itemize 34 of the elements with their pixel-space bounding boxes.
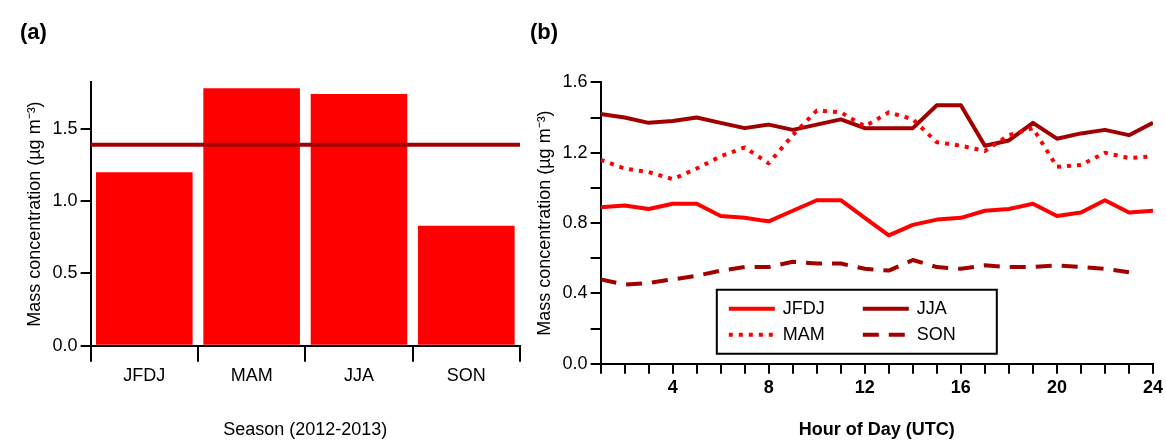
legend-label: JFDJ	[782, 297, 825, 318]
x-tick-label: JFDJ	[123, 364, 166, 385]
legend-label: JJA	[916, 297, 947, 318]
x-tick-label: 24	[1142, 376, 1163, 397]
x-tick-label: 4	[667, 376, 678, 397]
y-axis-title: Mass concentration (µg m⁻³)	[533, 110, 554, 336]
y-tick-label: 0.8	[562, 212, 588, 233]
y-tick-label: 1.5	[52, 117, 78, 138]
y-tick-label: 1.2	[562, 141, 588, 162]
y-tick-label: 0.0	[52, 334, 78, 355]
x-axis-title: Hour of Day (UTC)	[798, 419, 955, 440]
x-tick-label: JJA	[343, 364, 374, 385]
x-tick-label: 12	[854, 376, 875, 397]
y-axis-title: Mass concentration (µg m⁻³)	[23, 101, 44, 327]
line-series	[600, 258, 1131, 287]
x-tick-label: 20	[1046, 376, 1067, 397]
bar	[310, 93, 408, 345]
x-tick-label: 8	[763, 376, 774, 397]
legend-label: MAM	[782, 323, 825, 344]
x-tick-label: MAM	[230, 364, 273, 385]
x-tick-label: SON	[446, 364, 486, 385]
y-tick-label: 1.0	[52, 190, 78, 211]
chart-title: (a)	[20, 19, 47, 45]
chart-title: (b)	[530, 19, 559, 45]
y-tick-label: 1.6	[562, 71, 588, 92]
x-axis-title: Season (2012-2013)	[223, 419, 388, 440]
y-tick-label: 0.0	[562, 352, 588, 373]
y-tick-label: 0.5	[52, 262, 78, 283]
bar	[203, 88, 300, 345]
bar	[418, 225, 515, 345]
bar	[95, 172, 193, 345]
legend-label: SON	[916, 323, 956, 344]
x-tick-label: 16	[950, 376, 971, 397]
y-tick-label: 0.4	[562, 282, 588, 303]
